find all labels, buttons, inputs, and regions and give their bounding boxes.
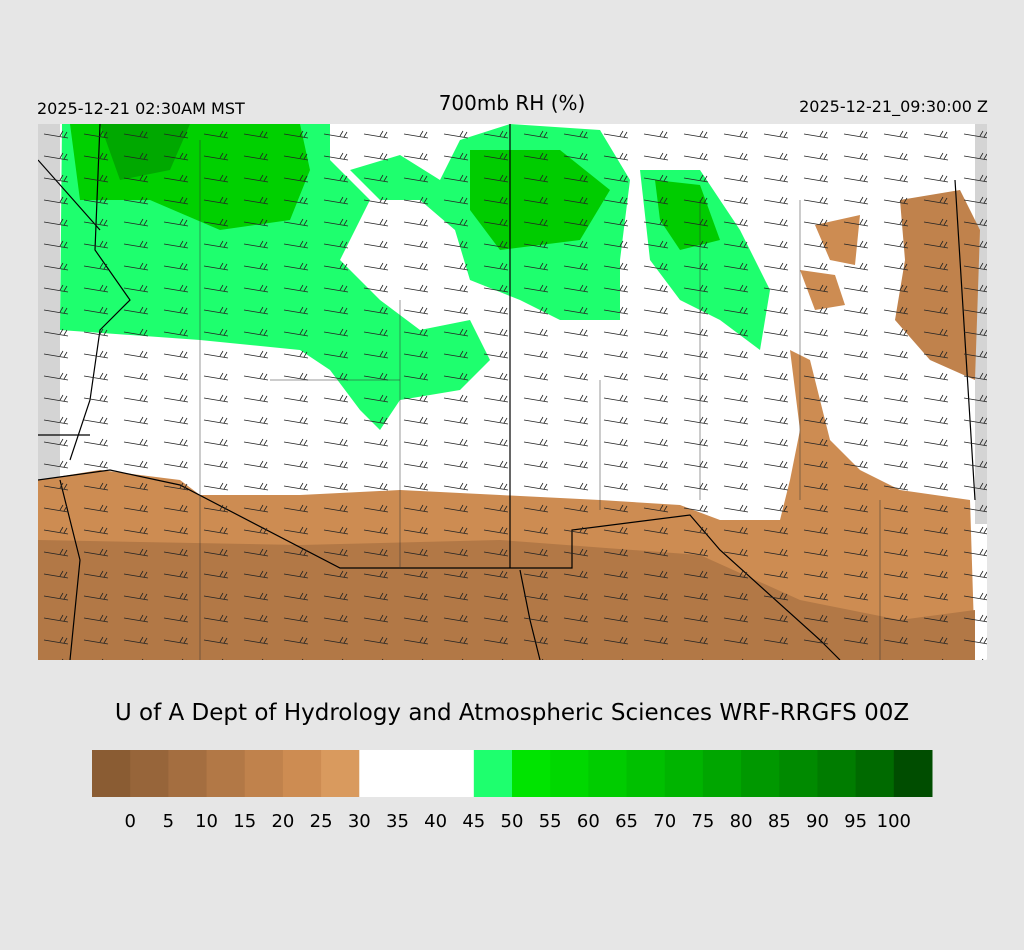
valid-local: 2025-12-21 02:30AM MST	[37, 99, 245, 118]
colorbar-box	[473, 750, 513, 797]
colorbar-box	[92, 750, 131, 797]
colorbar-box	[435, 750, 475, 797]
colorbar-label: 0	[124, 811, 135, 832]
wind-barbs	[38, 124, 987, 660]
colorbar-label: 45	[462, 811, 485, 832]
colorbar-label: 90	[806, 811, 829, 832]
colorbar-label: 35	[386, 811, 409, 832]
colorbar-label: 15	[233, 811, 256, 832]
colorbar-box	[626, 750, 666, 797]
colorbar-box	[664, 750, 704, 797]
colorbar-box	[321, 750, 360, 797]
colorbar-box	[550, 750, 589, 797]
colorbar-label: 65	[615, 811, 638, 832]
colorbar-box	[206, 750, 246, 797]
colorbar-box	[779, 750, 818, 797]
colorbar-label: 30	[348, 811, 371, 832]
colorbar-box	[588, 750, 628, 797]
colorbar-box	[397, 750, 437, 797]
colorbar-label: 40	[424, 811, 447, 832]
colorbar-label: 85	[768, 811, 791, 832]
colorbar-box	[244, 750, 284, 797]
map-title: 700mb RH (%)	[439, 91, 586, 115]
colorbar-box	[512, 750, 551, 797]
colorbar-label: 10	[195, 811, 218, 832]
colorbar-label: 60	[577, 811, 600, 832]
colorbar-label: 20	[271, 811, 294, 832]
colorbar: 0 5 10 15 20 25 30 35 40 45 50 55 60 65 70 75 80 85 90 95 10…	[92, 750, 933, 832]
colorbar-box	[817, 750, 857, 797]
colorbar-box	[702, 750, 742, 797]
colorbar-box	[168, 750, 208, 797]
colorbar-box	[893, 750, 933, 797]
colorbar-label: 55	[539, 811, 562, 832]
colorbar-label: 5	[163, 811, 174, 832]
colorbar-label: 25	[310, 811, 333, 832]
colorbar-label: 100	[877, 811, 911, 832]
colorbar-box	[130, 750, 169, 797]
colorbar-box	[282, 750, 322, 797]
colorbar-label: 70	[653, 811, 676, 832]
colorbar-box	[741, 750, 780, 797]
credit: U of A Dept of Hydrology and Atmospheric…	[115, 700, 909, 726]
colorbar-label: 50	[501, 811, 524, 832]
map	[38, 124, 987, 660]
colorbar-label: 75	[691, 811, 714, 832]
colorbar-label: 80	[730, 811, 753, 832]
valid-utc: 2025-12-21_09:30:00 Z	[799, 97, 988, 117]
colorbar-box	[359, 750, 398, 797]
colorbar-box	[855, 750, 895, 797]
colorbar-label: 95	[844, 811, 867, 832]
